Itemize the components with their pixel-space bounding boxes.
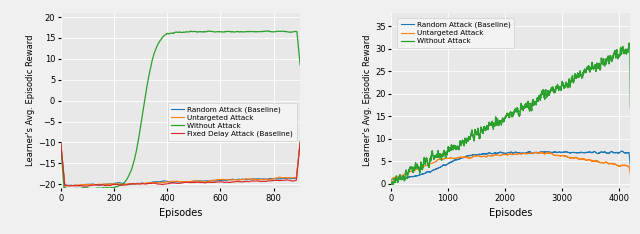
Fixed Delay Attack (Baseline) [175,182,182,185]
Untargeted Attack [627,173,634,176]
Fixed Delay Attack (Baseline) [138,183,145,185]
Untargeted Attack [88,183,96,186]
Random Attack (Baseline) [216,179,224,182]
Without Attack [388,183,396,185]
Untargeted Attack [518,153,525,156]
Untargeted Attack [592,160,600,163]
Fixed Delay Attack (Baseline) [296,141,304,144]
Fixed Delay Attack (Baseline) [57,142,65,144]
Untargeted Attack [543,151,551,154]
Line: Random Attack (Baseline): Random Attack (Baseline) [391,151,630,181]
Untargeted Attack [216,178,224,181]
Without Attack [237,30,244,33]
Without Attack [216,30,224,33]
Random Attack (Baseline) [138,182,145,184]
Without Attack [67,188,74,191]
Y-axis label: Learner's Avg. Episodic Reward: Learner's Avg. Episodic Reward [363,35,372,166]
Without Attack [500,117,508,120]
Random Attack (Baseline) [88,183,96,186]
Without Attack [57,144,65,147]
Line: Without Attack: Without Attack [391,43,630,184]
Random Attack (Baseline) [57,141,65,144]
Random Attack (Baseline) [467,154,474,157]
Line: Untargeted Attack: Untargeted Attack [61,142,300,186]
X-axis label: Episodes: Episodes [159,208,202,219]
Random Attack (Baseline) [75,184,83,187]
X-axis label: Episodes: Episodes [489,208,532,219]
Without Attack [616,55,623,58]
Without Attack [387,182,395,185]
Legend: Random Attack (Baseline), Untargeted Attack, Without Attack, Fixed Delay Attack : Random Attack (Baseline), Untargeted Att… [168,103,296,141]
Without Attack [548,87,556,89]
Random Attack (Baseline) [296,140,304,143]
Without Attack [467,138,474,141]
Untargeted Attack [57,142,65,144]
Untargeted Attack [237,178,244,181]
Line: Random Attack (Baseline): Random Attack (Baseline) [61,142,300,186]
Random Attack (Baseline) [548,151,556,154]
Random Attack (Baseline) [387,180,395,183]
Untargeted Attack [175,180,182,183]
Line: Without Attack: Without Attack [61,31,300,190]
Random Attack (Baseline) [616,151,623,154]
Without Attack [627,106,634,109]
Untargeted Attack [387,179,395,182]
Fixed Delay Attack (Baseline) [237,180,244,183]
Random Attack (Baseline) [618,150,626,152]
Without Attack [296,63,304,66]
Untargeted Attack [63,184,71,187]
Untargeted Attack [500,153,508,156]
Without Attack [100,186,108,189]
Fixed Delay Attack (Baseline) [100,184,108,186]
Random Attack (Baseline) [518,152,525,154]
Untargeted Attack [296,140,304,143]
Untargeted Attack [548,152,556,155]
Fixed Delay Attack (Baseline) [81,185,89,188]
Fixed Delay Attack (Baseline) [216,181,224,184]
Without Attack [518,106,525,109]
Without Attack [625,41,633,44]
Untargeted Attack [467,157,474,160]
Random Attack (Baseline) [100,183,108,186]
Fixed Delay Attack (Baseline) [88,184,96,187]
Legend: Random Attack (Baseline), Untargeted Attack, Without Attack: Random Attack (Baseline), Untargeted Att… [397,18,514,48]
Without Attack [138,120,145,123]
Line: Untargeted Attack: Untargeted Attack [391,152,630,181]
Random Attack (Baseline) [175,180,182,183]
Random Attack (Baseline) [500,152,508,154]
Random Attack (Baseline) [237,178,244,181]
Without Attack [175,31,182,33]
Random Attack (Baseline) [627,166,634,169]
Random Attack (Baseline) [592,151,600,154]
Without Attack [263,29,271,32]
Untargeted Attack [138,182,145,185]
Untargeted Attack [616,165,623,168]
Without Attack [88,188,96,190]
Y-axis label: Learner's Avg. Episodic Reward: Learner's Avg. Episodic Reward [26,35,35,166]
Without Attack [592,69,600,71]
Line: Fixed Delay Attack (Baseline): Fixed Delay Attack (Baseline) [61,143,300,186]
Untargeted Attack [100,183,108,185]
